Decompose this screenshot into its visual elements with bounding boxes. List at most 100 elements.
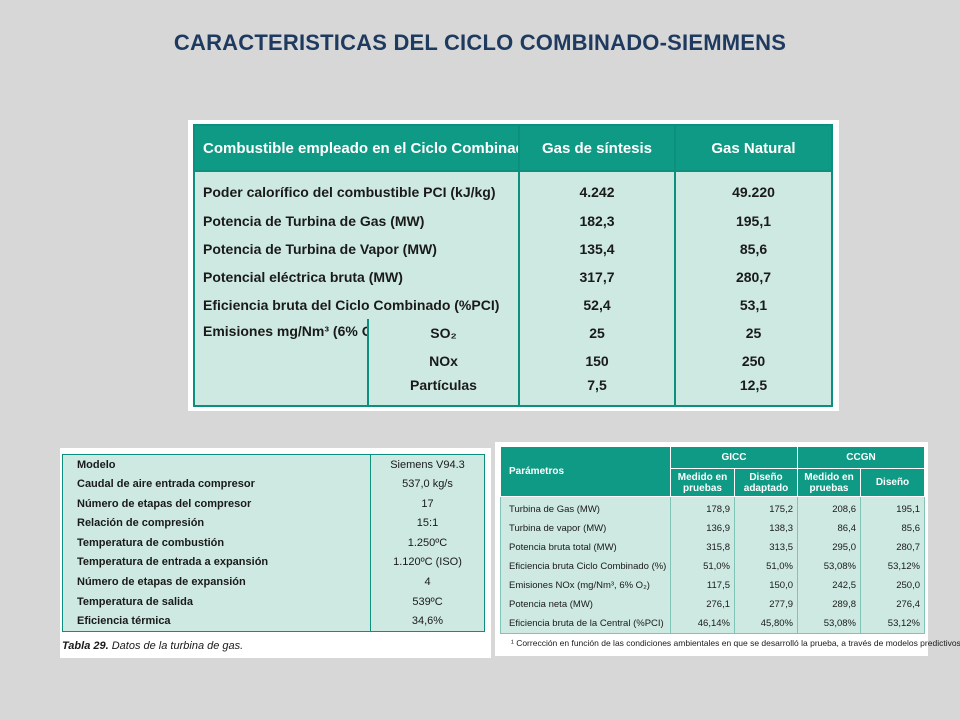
row-label: Temperatura de combustión <box>62 533 371 553</box>
table-row: Potencia bruta total (MW) 315,8 313,5 295,0… <box>500 538 926 558</box>
row-label: Emisiones NOx (mg/Nm³, 6% O₂) <box>500 576 671 596</box>
header-diseno-adaptado: Diseño adaptado <box>734 468 798 497</box>
cell-value: 150,0 <box>734 576 798 596</box>
emission-subrow-label: Partículas <box>367 374 520 408</box>
cell-value: 250,0 <box>859 576 926 596</box>
cell-value: 49.220 <box>674 171 833 207</box>
cell-value: 280,7 <box>674 262 833 291</box>
cell-value: 53,08% <box>797 557 861 577</box>
cell-value: 289,8 <box>797 595 861 614</box>
cell-value: 12,5 <box>674 374 833 408</box>
header-parametros: Parámetros <box>500 446 671 497</box>
row-label: Turbina de vapor (MW) <box>500 519 671 539</box>
table-footnote: ¹ Corrección en función de las condicion… <box>511 638 960 648</box>
row-label: Poder calorífico del combustible PCI (kJ… <box>193 171 520 207</box>
table-row: Emisiones mg/Nm³ (6% O₂) SO₂ 25 25 <box>193 318 833 408</box>
main-table-panel: Combustible empleado en el Ciclo Combina… <box>188 120 839 411</box>
cell-value: 276,4 <box>859 595 926 614</box>
cell-value: 250 <box>674 346 833 375</box>
cell-value: 138,3 <box>734 519 798 539</box>
table-row: Eficiencia bruta del Ciclo Combinado (%P… <box>193 290 833 319</box>
emission-subrow-label: NOx <box>367 346 520 375</box>
cell-value: 53,12% <box>859 613 926 634</box>
table-row: Número de etapas de expansión 4 <box>62 572 485 592</box>
row-label: Potencia de Turbina de Vapor (MW) <box>193 234 520 263</box>
cell-value: 537,0 kg/s <box>370 474 485 495</box>
row-label: Caudal de aire entrada compresor <box>62 474 371 495</box>
table-row: Poder calorífico del combustible PCI (kJ… <box>193 171 833 207</box>
cell-value: 195,1 <box>674 206 833 235</box>
row-label: Eficiencia bruta Ciclo Combinado (%) <box>500 557 671 577</box>
cell-value: 136,9 <box>670 519 735 539</box>
table-row: Modelo Siemens V94.3 <box>62 453 485 475</box>
table-row: Temperatura de entrada a expansión 1.120º… <box>62 552 485 573</box>
emissions-label: Emisiones mg/Nm³ (6% O₂) <box>193 318 369 408</box>
row-label: Potencia neta (MW) <box>500 595 671 614</box>
row-label: Número de etapas de expansión <box>62 572 371 592</box>
table-row: Potencia de Turbina de Vapor (MW) 135,4 … <box>193 234 833 263</box>
header-diseno: Diseño <box>859 468 926 497</box>
cell-value: 15:1 <box>370 513 485 534</box>
table-row: Caudal de aire entrada compresor 537,0 kg… <box>62 474 485 495</box>
table-header-row: Combustible empleado en el Ciclo Combina… <box>193 124 833 172</box>
cell-value: 17 <box>370 494 485 514</box>
table-row: Partículas 7,5 12,5 <box>194 374 833 408</box>
caption-number: Tabla 29. <box>62 640 109 652</box>
table-subheader-row: Medido en pruebas Diseño adaptado Medido… <box>501 468 926 497</box>
header-medido-ccgn: Medido en pruebas <box>797 468 861 497</box>
table-row: Número de etapas del compresor 17 <box>62 494 485 514</box>
cell-value: 295,0 <box>797 538 861 558</box>
cell-value: 117,5 <box>670 576 735 596</box>
table-row: Temperatura de salida 539ºC <box>62 591 485 612</box>
table-row: Turbina de Gas (MW) 178,9 175,2 208,6 195,1 <box>500 496 926 520</box>
cell-value: 150 <box>518 346 676 375</box>
row-label: Temperatura de entrada a expansión <box>62 552 371 573</box>
cell-value: 52,4 <box>518 290 676 319</box>
cell-value: 317,7 <box>518 262 676 291</box>
cell-value: 45,80% <box>734 613 798 634</box>
cell-value: 4.242 <box>518 171 676 207</box>
cell-value: Siemens V94.3 <box>370 453 485 475</box>
cell-value: 1.120ºC (ISO) <box>370 552 485 573</box>
header-gicc: GICC <box>670 446 798 469</box>
emission-subrow-label: SO₂ <box>367 318 520 347</box>
row-label: Relación de compresión <box>62 513 371 534</box>
cell-value: 135,4 <box>518 234 676 263</box>
cell-value: 86,4 <box>797 519 861 539</box>
row-label: Modelo <box>62 453 371 475</box>
caption-text: Datos de la turbina de gas. <box>108 640 244 652</box>
cell-value: 277,9 <box>734 595 798 614</box>
header-medido-gicc: Medido en pruebas <box>670 468 735 497</box>
comparison-table-panel: Parámetros GICC CCGN Medido en pruebas D… <box>495 442 928 656</box>
table-row: Eficiencia bruta Ciclo Combinado (%) 51,0… <box>500 557 926 577</box>
cell-value: 315,8 <box>670 538 735 558</box>
gas-turbine-table: Modelo Siemens V94.3 Caudal de aire entra… <box>62 453 485 633</box>
fuel-comparison-table: Combustible empleado en el Ciclo Combina… <box>193 124 833 408</box>
cell-value: 85,6 <box>859 519 926 539</box>
table-row: Potencia neta (MW) 276,1 277,9 289,8 276,4 <box>500 595 926 614</box>
cell-value: 34,6% <box>370 611 485 633</box>
table-row: Turbina de vapor (MW) 136,9 138,3 86,4 85,6 <box>500 519 926 539</box>
table-row: Potencia de Turbina de Gas (MW) 182,3 19… <box>193 206 833 235</box>
cell-value: 51,0% <box>670 557 735 577</box>
cell-value: 280,7 <box>859 538 926 558</box>
cell-value: 7,5 <box>518 374 676 408</box>
table-caption: Tabla 29. Datos de la turbina de gas. <box>62 640 243 652</box>
cell-value: 313,5 <box>734 538 798 558</box>
table-header-row: Parámetros GICC CCGN <box>500 446 926 497</box>
table-row: Emisiones NOx (mg/Nm³, 6% O₂) 117,5 150,0 2… <box>500 576 926 596</box>
header-ccgn: CCGN <box>796 446 926 469</box>
cell-value: 53,1 <box>674 290 833 319</box>
cell-value: 1.250ºC <box>370 533 485 553</box>
cell-value: 25 <box>674 318 833 347</box>
cell-value: 85,6 <box>674 234 833 263</box>
cell-value: 242,5 <box>797 576 861 596</box>
cell-value: 178,9 <box>670 496 735 520</box>
row-label: Número de etapas del compresor <box>62 494 371 514</box>
cell-value: 53,08% <box>797 613 861 634</box>
cell-value: 51,0% <box>734 557 798 577</box>
row-label: Eficiencia bruta de la Central (%PCI) <box>500 613 671 634</box>
row-label: Potencia de Turbina de Gas (MW) <box>193 206 520 235</box>
table-row: Temperatura de combustión 1.250ºC <box>62 533 485 553</box>
cell-value: 175,2 <box>734 496 798 520</box>
